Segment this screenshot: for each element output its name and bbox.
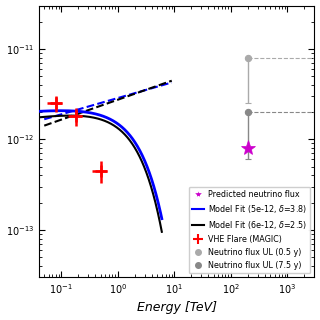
X-axis label: Energy [TeV]: Energy [TeV] [137, 301, 217, 315]
Legend: Predicted neutrino flux, Model Fit (5e-12, $\delta$=3.8), Model Fit (6e-12, $\de: Predicted neutrino flux, Model Fit (5e-1… [189, 187, 310, 273]
